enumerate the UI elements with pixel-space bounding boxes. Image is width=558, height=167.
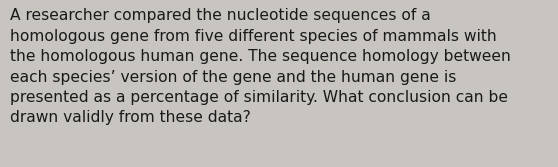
Text: A researcher compared the nucleotide sequences of a
homologous gene from five di: A researcher compared the nucleotide seq…: [10, 8, 511, 125]
